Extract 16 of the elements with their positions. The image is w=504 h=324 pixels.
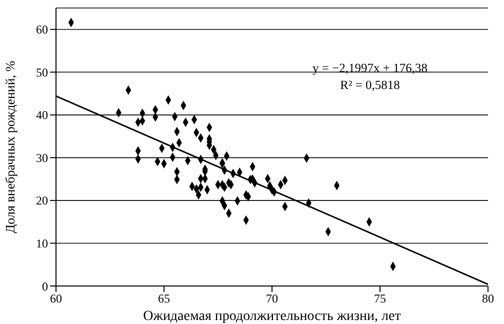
annotation: R² = 0,5818 [339, 77, 401, 94]
x-tick-label: 65 [158, 292, 170, 306]
x-tick-label: 60 [50, 292, 62, 306]
y-tick-label: 20 [36, 194, 48, 208]
x-tick-label: 80 [482, 292, 494, 306]
x-axis-title: Ожидаемая продолжительность жизни, лет [143, 309, 401, 324]
y-axis-title: Доля внебрачных рождений, % [2, 60, 18, 234]
annotation: y = −2,1997x + 176,38 [312, 60, 428, 77]
y-tick-label: 60 [36, 22, 48, 37]
y-tick-label: 30 [36, 150, 48, 165]
y-tick-label: 0 [42, 279, 48, 294]
x-tick-label: 75 [374, 292, 386, 306]
x-tick-label: 70 [266, 292, 278, 306]
y-tick-label: 40 [36, 108, 48, 122]
y-tick-label: 50 [36, 65, 48, 80]
y-tick-label: 10 [36, 236, 48, 250]
